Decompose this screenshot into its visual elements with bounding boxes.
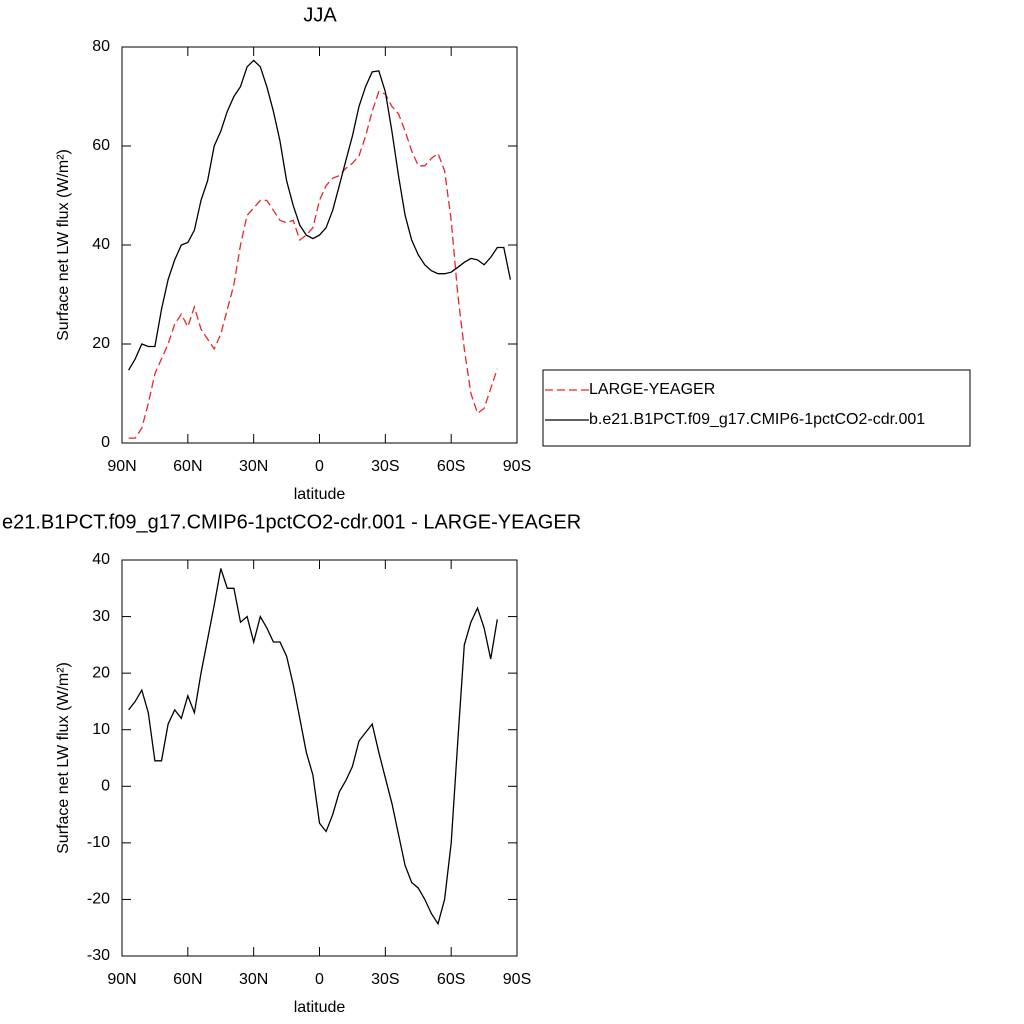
x-tick-label: 90N bbox=[107, 971, 136, 988]
x-tick-label: 0 bbox=[315, 458, 324, 475]
plot-frame bbox=[121, 559, 518, 957]
data-line bbox=[128, 59, 512, 371]
x-axis-label: latitude bbox=[294, 999, 346, 1016]
y-tick-label: 10 bbox=[92, 721, 110, 738]
data-line bbox=[128, 568, 498, 926]
x-axis-label: latitude bbox=[294, 486, 346, 503]
y-axis-label: Surface net LW flux (W/m²) bbox=[55, 149, 72, 341]
x-tick-label: 60S bbox=[437, 458, 465, 475]
x-tick-label: 60N bbox=[173, 458, 202, 475]
y-tick-label: 20 bbox=[92, 664, 110, 681]
y-tick-label: -20 bbox=[87, 891, 110, 908]
chart-title: e21.B1PCT.f09_g17.CMIP6-1pctCO2-cdr.001 … bbox=[2, 511, 581, 533]
y-tick-label: 60 bbox=[92, 137, 110, 154]
legend-box bbox=[542, 369, 971, 447]
x-tick-label: 30N bbox=[239, 971, 268, 988]
y-tick-label: -10 bbox=[87, 834, 110, 851]
x-tick-label: 60N bbox=[173, 971, 202, 988]
x-tick-label: 30S bbox=[371, 971, 399, 988]
y-tick-label: -30 bbox=[87, 947, 110, 964]
y-tick-label: 80 bbox=[92, 38, 110, 55]
y-tick-label: 0 bbox=[101, 434, 110, 451]
y-axis-label: Surface net LW flux (W/m²) bbox=[55, 662, 72, 854]
legend-label: b.e21.B1PCT.f09_g17.CMIP6-1pctCO2-cdr.00… bbox=[589, 411, 925, 428]
y-tick-label: 40 bbox=[92, 551, 110, 568]
y-tick-label: 20 bbox=[92, 335, 110, 352]
x-tick-label: 90S bbox=[503, 458, 531, 475]
y-tick-label: 40 bbox=[92, 236, 110, 253]
x-tick-label: 30S bbox=[371, 458, 399, 475]
data-line bbox=[128, 90, 498, 439]
chart-title: JJA bbox=[303, 4, 337, 26]
x-tick-label: 0 bbox=[315, 971, 324, 988]
x-tick-label: 60S bbox=[437, 971, 465, 988]
x-tick-label: 90S bbox=[503, 971, 531, 988]
legend-label: LARGE-YEAGER bbox=[589, 381, 715, 398]
x-tick-label: 90N bbox=[107, 458, 136, 475]
y-tick-label: 0 bbox=[101, 778, 110, 795]
x-tick-label: 30N bbox=[239, 458, 268, 475]
y-tick-label: 30 bbox=[92, 608, 110, 625]
